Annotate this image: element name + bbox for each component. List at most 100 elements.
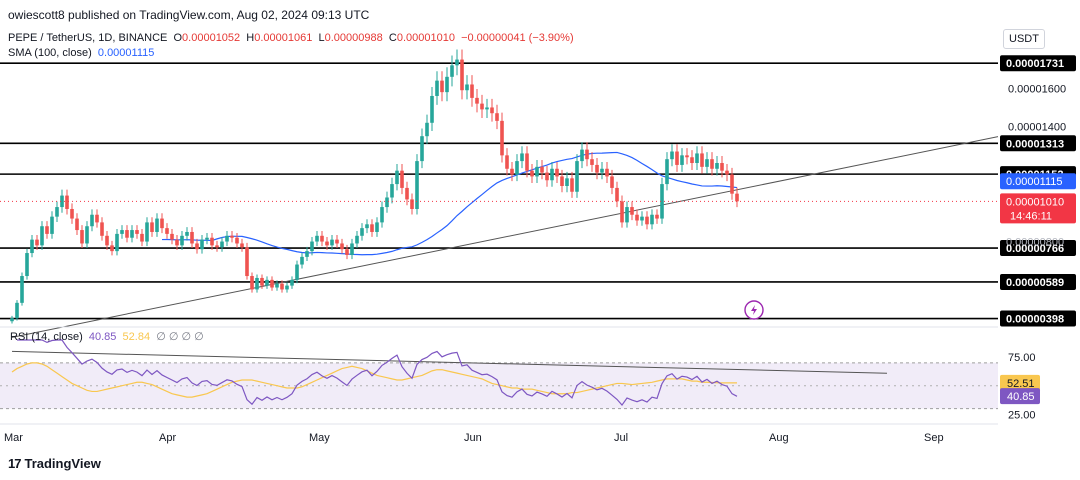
rsi-legend-value: 40.85 [88, 331, 117, 343]
candle-body [95, 214, 99, 223]
rsi-tick-label: 75.00 [1008, 352, 1036, 364]
candle-body [405, 187, 409, 200]
candle-body [615, 187, 619, 202]
candle-body [205, 237, 209, 240]
candle-body [680, 155, 684, 165]
support-resistance-levels [0, 62, 998, 320]
level-tag-label: 0.00000766 [1006, 243, 1064, 255]
rsi-legend[interactable]: RSI (14, close) 40.85 52.84 ∅ ∅ ∅ ∅ [10, 330, 204, 343]
sma-tag-box [1000, 173, 1076, 190]
candle-body [125, 230, 129, 238]
candle-body [480, 103, 484, 110]
candle-body [380, 207, 384, 223]
candle-body [475, 97, 479, 104]
candle-body [455, 59, 459, 66]
level-tag-box [1000, 310, 1076, 327]
candle-body [515, 161, 519, 175]
candle-body [280, 283, 284, 290]
candle-body [345, 249, 349, 255]
rsi-tag-box [1000, 388, 1040, 405]
high-label: H [246, 32, 255, 44]
candle-body [605, 168, 609, 177]
candle-body [340, 243, 344, 250]
candle-body [220, 241, 224, 248]
level-tag-box [1000, 135, 1076, 152]
candle-body [195, 243, 199, 250]
candle-body [335, 239, 339, 244]
candle-body [645, 216, 649, 225]
candle-body [200, 239, 204, 250]
candle-body [105, 235, 109, 246]
price-tag-countdown: 14:46:11 [1010, 210, 1052, 222]
rsi-tick-label: 25.00 [1008, 409, 1036, 421]
candle-body [450, 65, 454, 77]
candle-body [625, 207, 629, 223]
candle-body [530, 170, 534, 177]
candle-body [20, 276, 24, 303]
rsi-ma-legend-value: 52.84 [122, 331, 151, 343]
candle-body [460, 59, 464, 91]
candle-body [420, 136, 424, 162]
tradingview-logo-icon: 17 [8, 456, 22, 471]
sma-label: SMA (100, close) [8, 47, 92, 59]
x-tick-label: Mar [4, 432, 23, 444]
candle-body [600, 168, 604, 173]
candle-body [520, 153, 524, 162]
candle-body [305, 251, 309, 257]
candle-body [295, 264, 299, 280]
candle-body [410, 199, 414, 209]
low-label: L [318, 32, 325, 44]
candle-body [540, 166, 544, 173]
candle-body [655, 214, 659, 219]
candle-body [180, 235, 184, 246]
candle-body [365, 224, 369, 229]
candle-body [730, 174, 734, 194]
tradingview-brand[interactable]: 17 TradingView [8, 456, 101, 471]
currency-button[interactable]: USDT [1003, 29, 1045, 49]
candle-body [140, 233, 144, 242]
candle-body [190, 231, 194, 244]
x-tick-label: Jun [464, 432, 482, 444]
candle-body [545, 172, 549, 181]
candle-body [715, 163, 719, 169]
candle-body [510, 168, 514, 175]
candle-body [250, 276, 254, 290]
candle-body [65, 195, 69, 209]
sma-tag: 0.00001115 [1000, 173, 1076, 190]
candle-body [145, 222, 149, 242]
price-trendline [11, 136, 999, 338]
candle-body [90, 214, 94, 227]
sma-legend[interactable]: SMA (100, close) 0.00001115 [8, 47, 154, 59]
rsi-line [17, 339, 738, 407]
candle-body [255, 277, 259, 290]
y-tick-label: 0.00001600 [1008, 83, 1066, 95]
candle-body [70, 208, 74, 219]
brand-name: TradingView [24, 456, 101, 471]
high-value: 0.00001061 [254, 32, 313, 44]
candle-body [670, 151, 674, 160]
candle-body [135, 230, 139, 234]
price-tag-value: 0.00001010 [1006, 196, 1064, 208]
flash-icon[interactable] [744, 300, 764, 320]
rsi-na-values: ∅ ∅ ∅ ∅ [156, 331, 204, 343]
candle-body [30, 239, 34, 254]
candle-body [425, 122, 429, 137]
candle-body [550, 168, 554, 181]
x-tick-label: May [309, 432, 330, 444]
candle-body [505, 155, 509, 169]
candle-body [285, 285, 289, 290]
price-axis: 0.00001600 0.00001400 [1008, 83, 1066, 133]
candle-body [170, 233, 174, 240]
candle-body [695, 153, 699, 164]
candle-body [585, 149, 589, 160]
candles [10, 49, 739, 324]
change-value: −0.00000041 (−3.90%) [461, 32, 574, 44]
candle-body [660, 184, 664, 219]
symbol-name[interactable]: PEPE / TetherUS, 1D, BINANCE [8, 32, 168, 44]
candle-body [300, 256, 304, 265]
open-label: O [173, 32, 183, 44]
close-value: 0.00001010 [396, 32, 455, 44]
candle-body [275, 283, 279, 288]
candle-body [635, 214, 639, 221]
